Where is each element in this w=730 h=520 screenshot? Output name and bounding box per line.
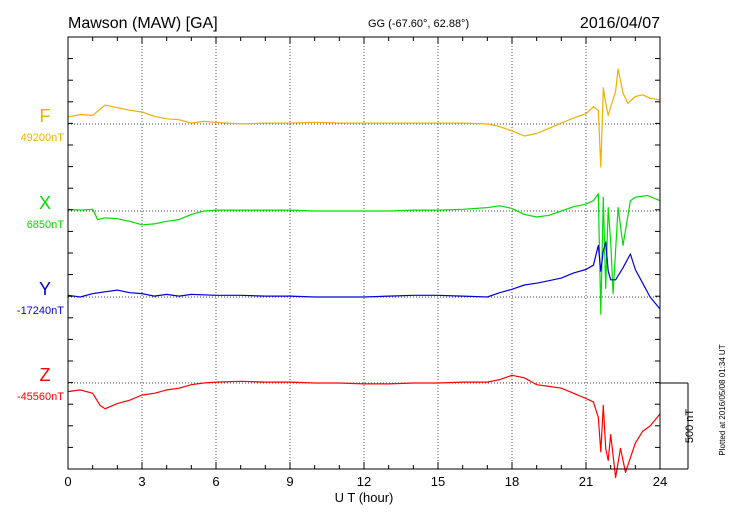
component-labels: F 49200nT X 6850nT Y -17240nT Z -45560nT	[17, 106, 64, 403]
trace-x	[67, 193, 661, 315]
component-y-baseline: -17240nT	[17, 305, 64, 317]
component-f-baseline: 49200nT	[21, 132, 65, 144]
data-traces	[67, 68, 661, 479]
x-tick-label: 15	[431, 474, 445, 489]
x-tick-label: 6	[212, 474, 219, 489]
scale-bar	[660, 382, 689, 470]
station-title: Mawson (MAW) [GA]	[68, 15, 218, 32]
x-tick-label: 21	[579, 474, 593, 489]
scale-bar-label: 500 nT	[684, 409, 696, 444]
component-y-label: Y	[39, 279, 51, 299]
x-tick-label: 0	[64, 474, 71, 489]
station-coordinates: GG (-67.60°, 62.88°)	[368, 18, 469, 30]
component-z-label: Z	[40, 365, 51, 385]
grid-lines	[141, 37, 587, 469]
x-tick-labels: 0 3 6 9 12 15 18 21 24	[64, 474, 667, 489]
x-tick-label: 12	[357, 474, 371, 489]
x-tick-label: 9	[286, 474, 293, 489]
x-tick-label: 18	[505, 474, 519, 489]
plot-date: 2016/04/07	[580, 15, 660, 32]
trace-y	[67, 241, 661, 310]
x-tick-label: 3	[138, 474, 145, 489]
component-f-label: F	[40, 106, 51, 126]
trace-z	[67, 374, 661, 479]
x-axis-label: U T (hour)	[335, 490, 394, 505]
x-tick-label: 24	[653, 474, 667, 489]
plotted-timestamp: Plotted at 2016/05/08 01:34 UT	[718, 344, 727, 455]
component-x-label: X	[39, 193, 51, 213]
axis-ticks	[67, 37, 661, 469]
trace-f	[67, 68, 661, 168]
component-z-baseline: -45560nT	[17, 391, 64, 403]
component-x-baseline: 6850nT	[27, 219, 65, 231]
